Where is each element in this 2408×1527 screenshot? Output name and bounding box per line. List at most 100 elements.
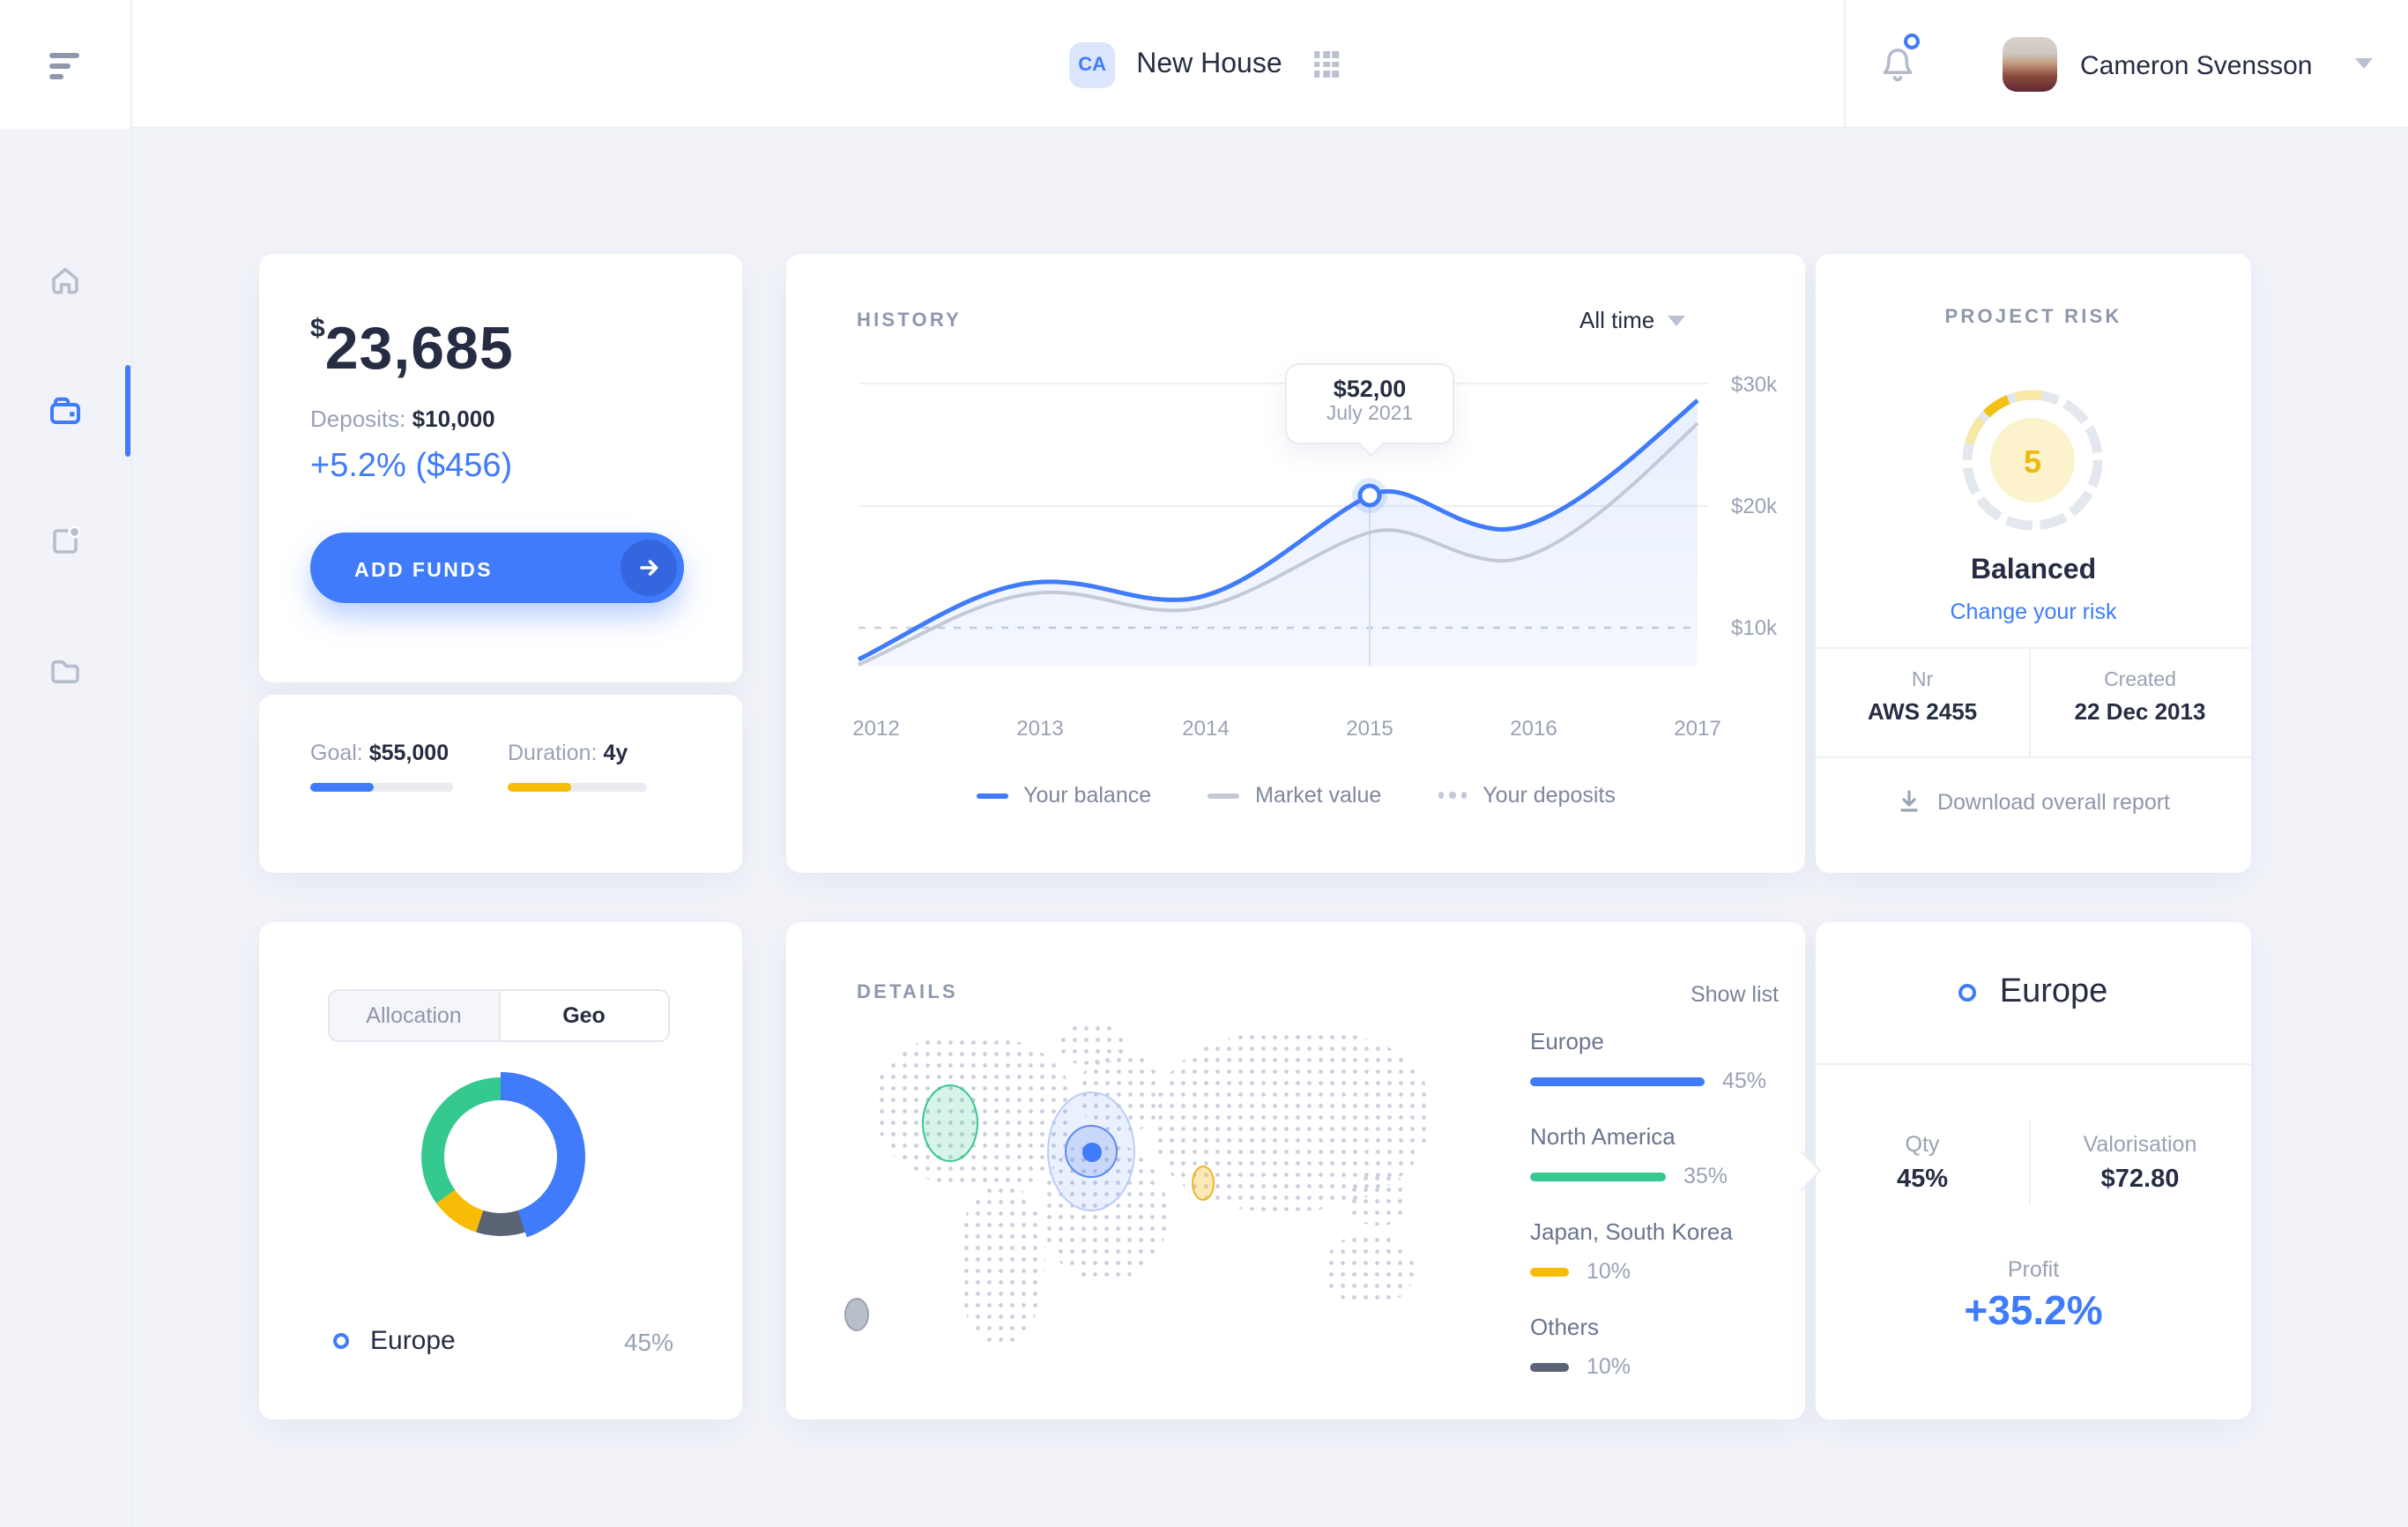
deposits-value: $10,000: [412, 406, 495, 432]
goal-progress: [310, 783, 453, 792]
selected-region-header: Europe: [1816, 922, 2251, 1063]
marker-japan[interactable]: [1191, 1166, 1214, 1201]
marker-europe-mid: [1065, 1125, 1118, 1178]
sidebar-item-home-icon[interactable]: [48, 263, 83, 298]
region-name: Europe: [1999, 973, 2108, 1010]
tab-geo[interactable]: Geo: [500, 991, 668, 1040]
balance-card: $23,685 Deposits: $10,000 +5.2% ($456) A…: [259, 254, 742, 682]
qty-value: 45%: [1896, 1166, 1949, 1194]
market-value-line: [858, 421, 1699, 667]
risk-score: 5: [2024, 443, 2041, 480]
tooltip-date: July 2021: [1326, 404, 1414, 425]
goal-label: Goal: $55,000: [310, 741, 450, 765]
x-tick-2013: 2013: [1016, 716, 1064, 741]
created-cell: Created 22 Dec 2013: [2029, 670, 2251, 725]
legend-your-deposits: Your deposits: [1438, 783, 1616, 808]
currency-symbol: $: [310, 314, 325, 344]
created-value: 22 Dec 2013: [2074, 698, 2206, 725]
region-list: Europe 45% North America 35% Japan, Sout…: [1530, 1028, 1786, 1409]
selected-region-card: Europe Qty 45% Valorisation $72.80 Profi…: [1816, 922, 2251, 1419]
show-list-link[interactable]: Show list: [1690, 982, 1779, 1007]
marker-north-america[interactable]: [922, 1084, 978, 1162]
change-risk-link[interactable]: Change your risk: [1950, 600, 2117, 624]
sidebar-item-portfolio-icon[interactable]: [48, 393, 83, 428]
notification-dot: [1904, 34, 1920, 49]
download-report-button[interactable]: Download overall report: [1816, 788, 2251, 815]
region-row-europe: Europe 45%: [1530, 1028, 1767, 1093]
user-menu-chevron-down-icon[interactable]: [2355, 58, 2373, 69]
region-row-north-america: North America 35%: [1530, 1123, 1728, 1188]
top-bar: CA New House Cameron Svensson: [0, 0, 2408, 129]
marker-europe-dot[interactable]: [1081, 1142, 1101, 1161]
region-row-others: Others 10%: [1530, 1314, 1631, 1379]
profit-label: Profit: [2007, 1257, 2060, 1282]
risk-level: Balanced: [1970, 555, 2097, 585]
x-tick-2015: 2015: [1346, 716, 1394, 741]
selected-region-name: Europe: [370, 1326, 456, 1356]
topbar-border: [130, 127, 2408, 129]
workspace-badge: CA: [1069, 41, 1116, 87]
time-range-chevron-down-icon: [1667, 315, 1685, 325]
your-balance-line: [857, 399, 1699, 662]
time-range-select[interactable]: All time: [1579, 307, 1685, 333]
add-funds-button[interactable]: ADD FUNDS: [310, 533, 684, 603]
chart-marker: [1357, 483, 1382, 508]
x-tick-2012: 2012: [852, 716, 900, 741]
project-risk-title: PROJECT RISK: [1944, 307, 2122, 328]
balance-change: +5.2% ($456): [310, 448, 513, 485]
sidebar-border: [130, 0, 132, 1527]
tab-allocation[interactable]: Allocation: [330, 991, 500, 1040]
qty-cell: Qty 45%: [1816, 1132, 2029, 1194]
valorisation-value: $72.80: [2100, 1166, 2180, 1194]
world-map: [839, 1019, 1474, 1381]
donut-selected-row[interactable]: Europe 45%: [333, 1326, 673, 1356]
chart-legend: Your balance Market value Your deposits: [786, 783, 1805, 808]
details-title: DETAILS: [857, 982, 958, 1003]
duration-value: 4y: [603, 741, 628, 765]
region-row-japan-south-korea: Japan, South Korea 10%: [1530, 1218, 1733, 1284]
region-bullet-icon: [1958, 984, 1977, 1002]
map-australia: [1326, 1234, 1414, 1305]
tooltip-value: $52,00: [1333, 376, 1407, 402]
goal-card: Goal: $55,000 Duration: 4y: [259, 695, 742, 873]
sidebar-active-indicator: [125, 365, 130, 457]
x-tick-2017: 2017: [1674, 716, 1721, 741]
download-icon: [1900, 790, 1918, 812]
chart-tooltip: $52,00 July 2021: [1285, 363, 1454, 458]
legend-market-value: Market value: [1208, 783, 1381, 808]
marker-others[interactable]: [844, 1298, 869, 1331]
menu-icon[interactable]: [49, 53, 81, 78]
allocation-geo-tabs: Allocation Geo: [328, 989, 670, 1042]
y-tick-10k: $10k: [1731, 615, 1778, 640]
nr-value: AWS 2455: [1867, 698, 1978, 725]
history-title: HISTORY: [857, 310, 962, 331]
workspace-name: New House: [1136, 48, 1282, 78]
profit-value: +35.2%: [1964, 1287, 2103, 1333]
history-chart: [857, 383, 1708, 873]
details-card: DETAILS Show list Europe 45% North: [786, 922, 1805, 1419]
balance-amount: 23,685: [324, 316, 514, 383]
duration-label: Duration: 4y: [508, 741, 628, 765]
risk-gauge: 5: [1962, 390, 2103, 531]
avatar[interactable]: [2003, 37, 2057, 92]
x-tick-2014: 2014: [1182, 716, 1230, 741]
duration-progress: [508, 783, 647, 792]
history-card: HISTORY All time $30k $20k $10k: [786, 254, 1805, 873]
sidebar-item-documents-icon[interactable]: [48, 654, 83, 689]
map-se-asia: [1349, 1173, 1408, 1225]
workspace-switcher[interactable]: CA New House: [1069, 0, 1339, 129]
x-tick-2016: 2016: [1510, 716, 1557, 741]
notifications-bell-icon[interactable]: [1879, 46, 1916, 86]
allocation-card: Allocation Geo Europe 45%: [259, 922, 742, 1419]
user-name: Cameron Svensson: [2080, 51, 2313, 81]
project-risk-card: PROJECT RISK 5 Balanced Change your risk…: [1816, 254, 2251, 873]
y-tick-20k: $20k: [1731, 494, 1778, 518]
deposits-row: Deposits: $10,000: [310, 406, 495, 432]
goal-value: $55,000: [368, 741, 450, 765]
time-range-value: All time: [1579, 307, 1655, 333]
map-south-america: [961, 1185, 1045, 1344]
nr-cell: Nr AWS 2455: [1816, 670, 2029, 725]
sidebar-item-reports-icon[interactable]: [48, 524, 83, 559]
apps-grid-icon[interactable]: [1313, 51, 1339, 78]
